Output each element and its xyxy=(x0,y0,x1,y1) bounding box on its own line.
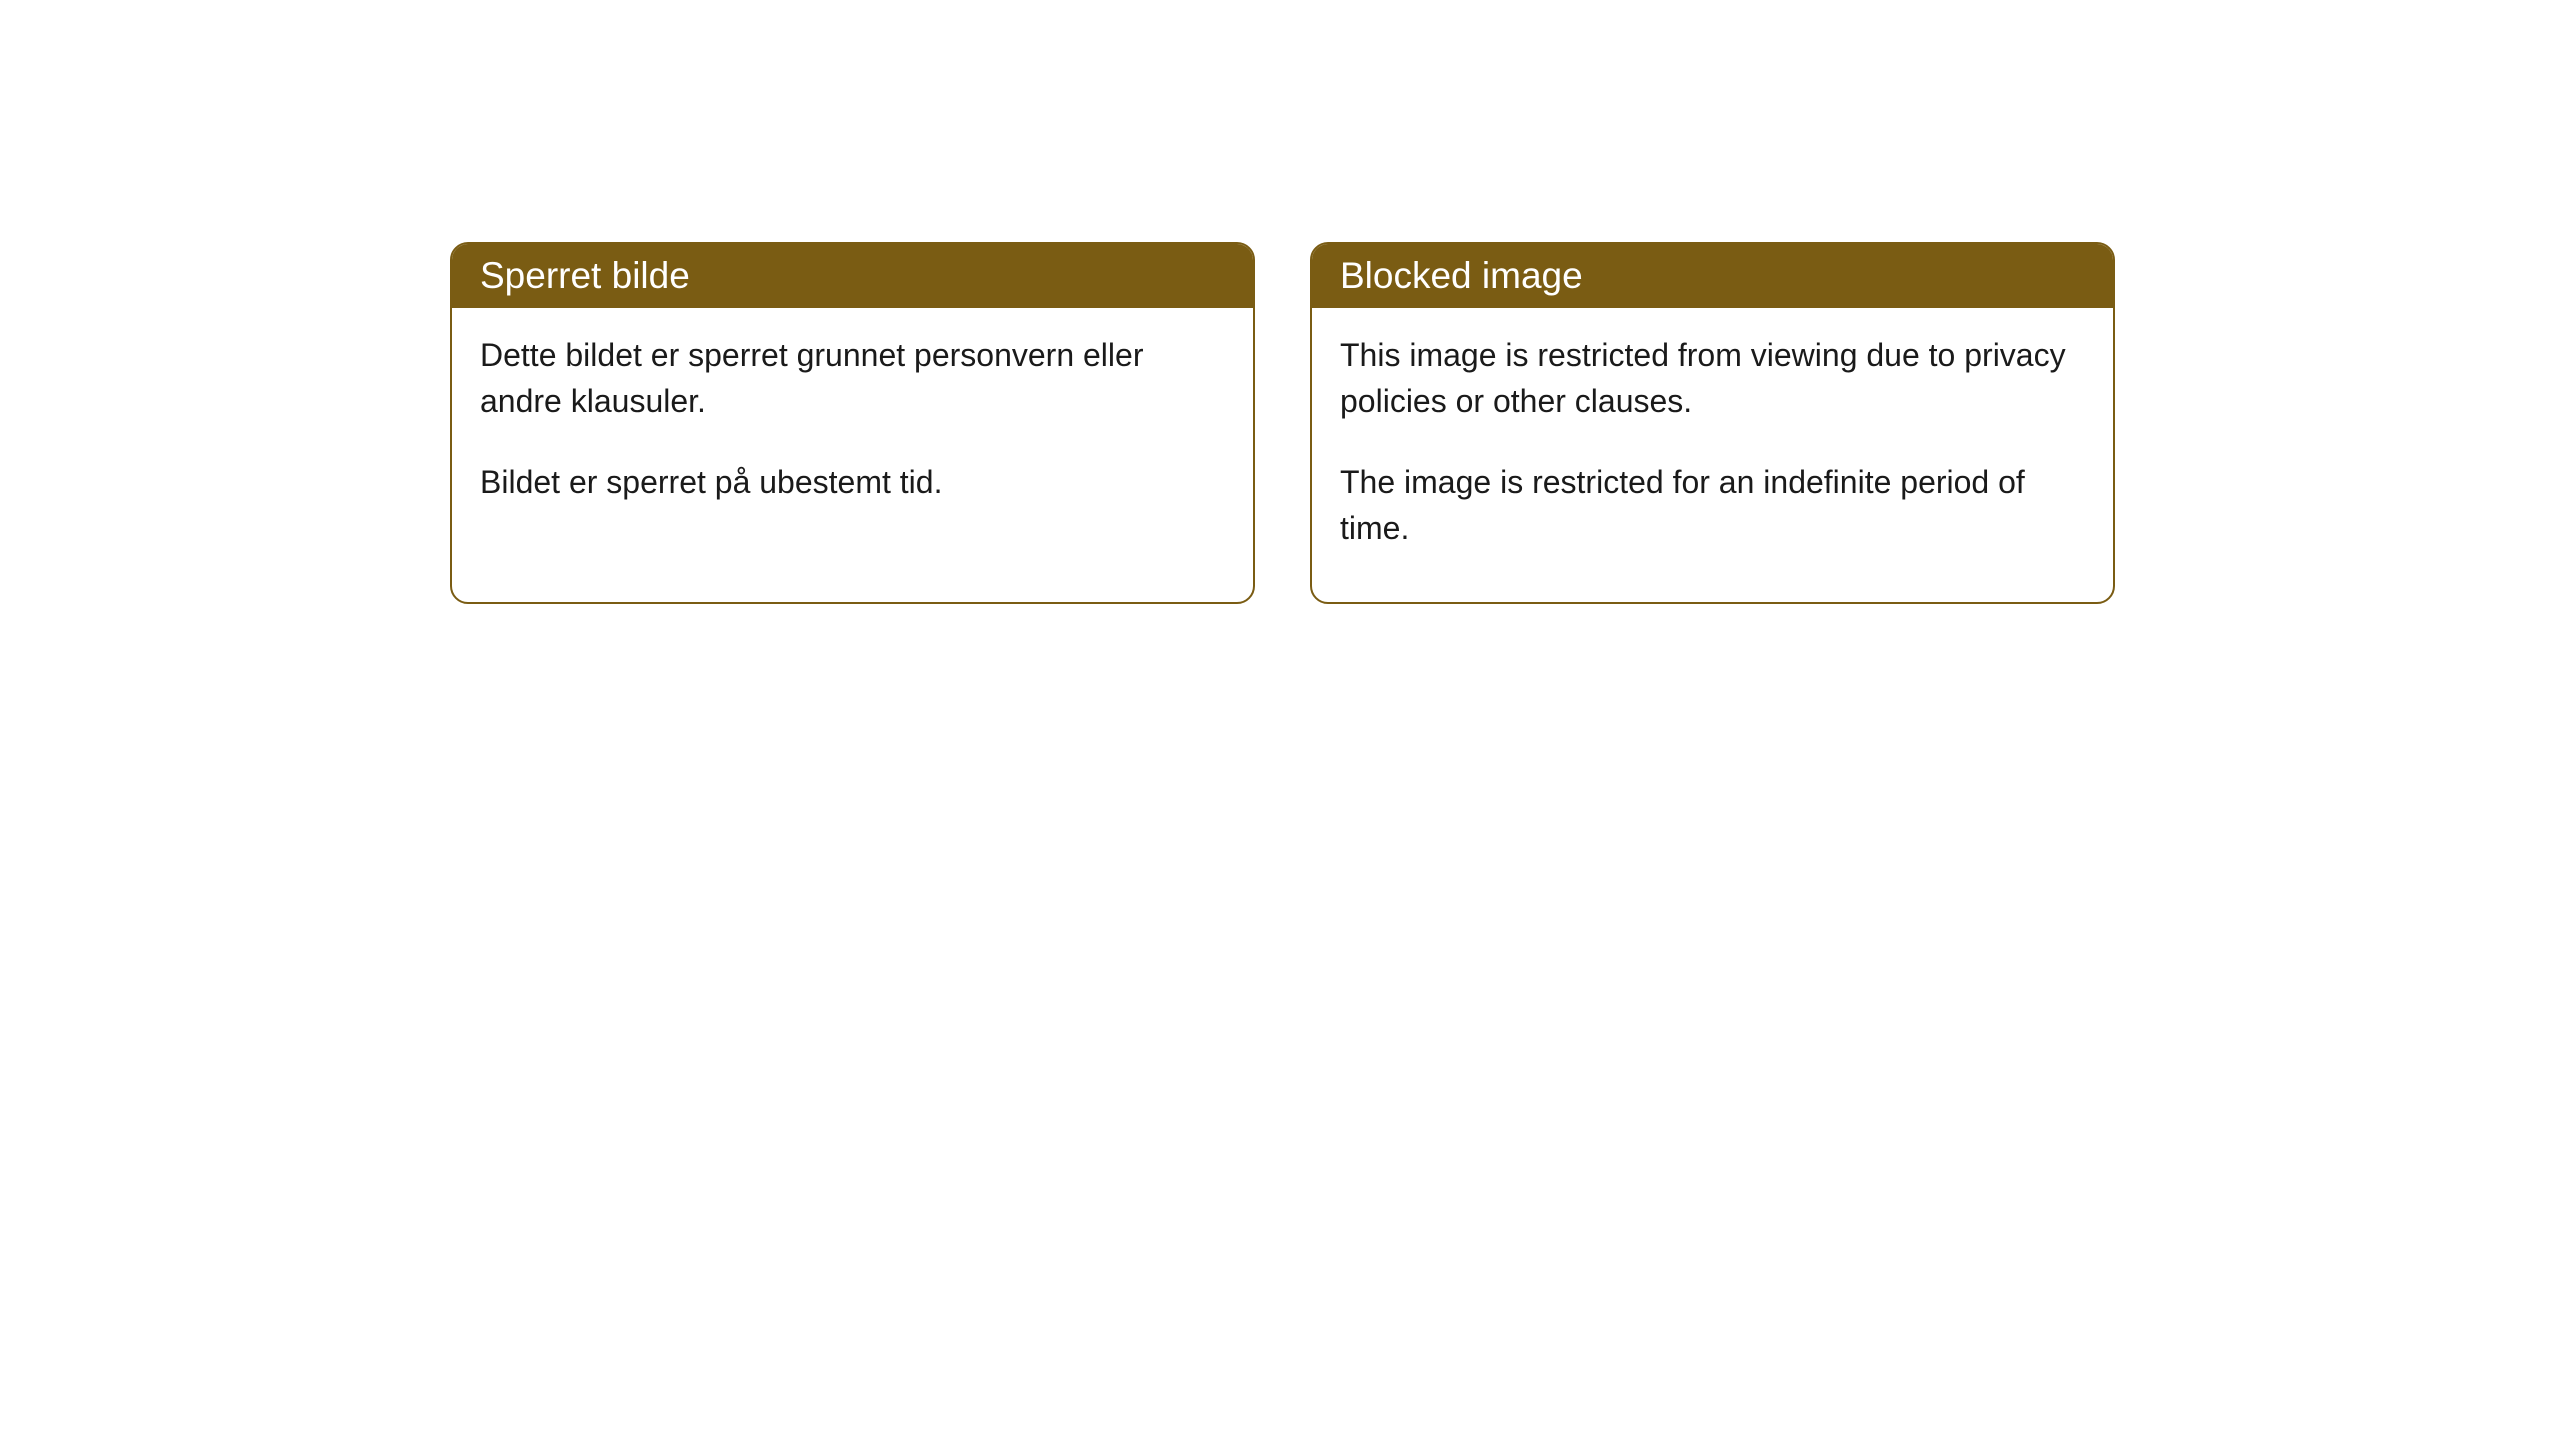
card-header-english: Blocked image xyxy=(1312,244,2113,308)
card-body-english: This image is restricted from viewing du… xyxy=(1312,308,2113,602)
card-header-norwegian: Sperret bilde xyxy=(452,244,1253,308)
card-text-line1: Dette bildet er sperret grunnet personve… xyxy=(480,332,1225,425)
card-title: Blocked image xyxy=(1340,255,1583,296)
card-text-line2: The image is restricted for an indefinit… xyxy=(1340,459,2085,552)
notice-card-norwegian: Sperret bilde Dette bildet er sperret gr… xyxy=(450,242,1255,604)
card-text-line1: This image is restricted from viewing du… xyxy=(1340,332,2085,425)
card-body-norwegian: Dette bildet er sperret grunnet personve… xyxy=(452,308,1253,555)
notice-card-english: Blocked image This image is restricted f… xyxy=(1310,242,2115,604)
card-text-line2: Bildet er sperret på ubestemt tid. xyxy=(480,459,1225,505)
card-container: Sperret bilde Dette bildet er sperret gr… xyxy=(0,0,2560,604)
card-title: Sperret bilde xyxy=(480,255,690,296)
